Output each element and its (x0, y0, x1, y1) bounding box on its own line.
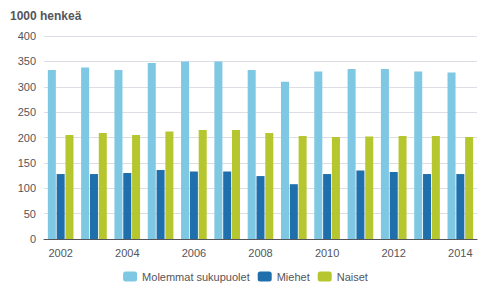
svg-text:Molemmat sukupuolet: Molemmat sukupuolet (142, 271, 250, 283)
svg-text:2008: 2008 (248, 247, 272, 259)
svg-text:150: 150 (18, 157, 36, 169)
svg-text:2002: 2002 (48, 247, 72, 259)
svg-text:Naiset: Naiset (337, 271, 368, 283)
svg-text:2006: 2006 (182, 247, 206, 259)
svg-text:1000 henkeä: 1000 henkeä (10, 9, 82, 23)
svg-text:100: 100 (18, 182, 36, 194)
svg-text:200: 200 (18, 132, 36, 144)
svg-text:2004: 2004 (115, 247, 139, 259)
svg-text:50: 50 (24, 208, 36, 220)
svg-text:2010: 2010 (315, 247, 339, 259)
svg-text:0: 0 (30, 233, 36, 245)
svg-text:300: 300 (18, 81, 36, 93)
svg-text:Miehet: Miehet (277, 271, 310, 283)
svg-text:250: 250 (18, 106, 36, 118)
svg-text:2014: 2014 (448, 247, 472, 259)
svg-text:350: 350 (18, 55, 36, 67)
svg-text:400: 400 (18, 30, 36, 42)
svg-text:2012: 2012 (381, 247, 405, 259)
